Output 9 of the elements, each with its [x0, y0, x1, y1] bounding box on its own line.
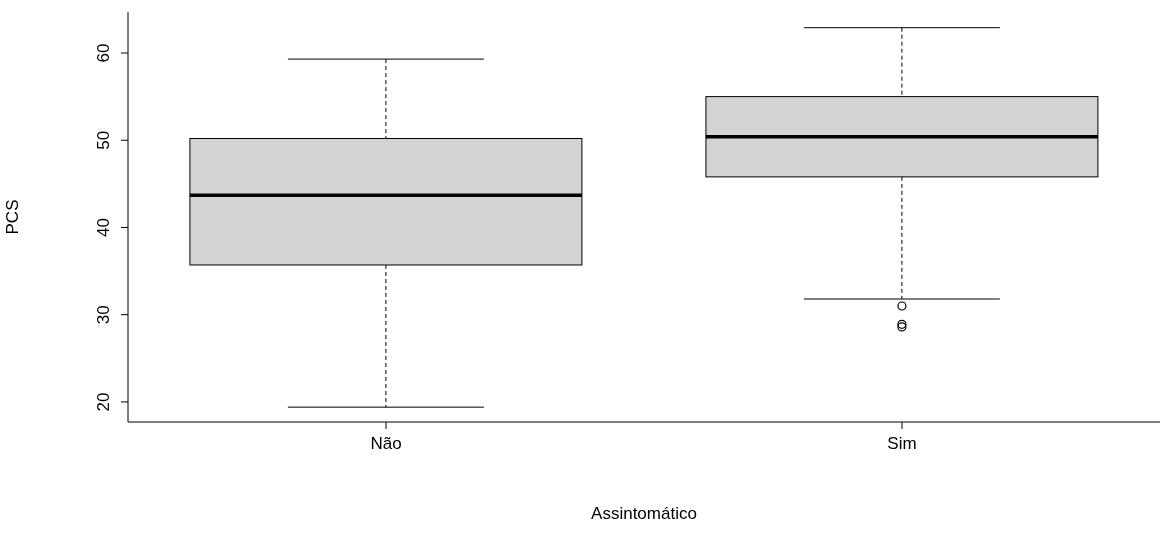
x-axis-title: Assintomático: [591, 504, 697, 523]
y-tick-label: 20: [94, 392, 113, 412]
y-tick-label: 50: [94, 130, 113, 150]
y-tick-label: 40: [94, 218, 113, 237]
y-tick-label: 60: [94, 43, 113, 63]
x-tick-label: Sim: [887, 434, 917, 454]
y-axis-title: PCS: [3, 199, 23, 235]
x-tick-label: Não: [370, 434, 402, 454]
y-tick-label: 30: [94, 305, 113, 325]
